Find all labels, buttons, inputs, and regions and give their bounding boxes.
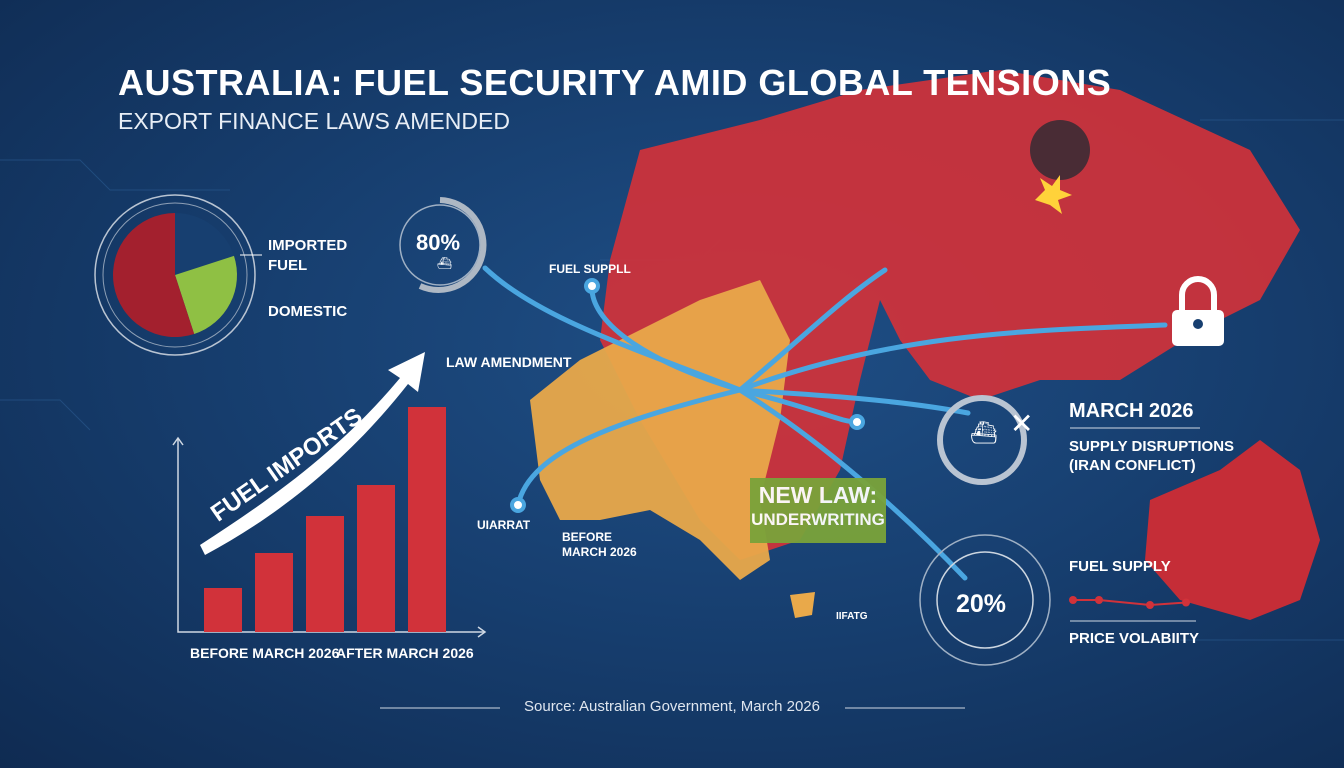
gauge-disruption [937,395,1027,485]
node-left-label: UIARRAT [477,518,531,532]
gauge-80 [399,197,487,293]
map-australia-right [1145,440,1320,620]
source-footer: Source: Australian Government, March 202… [524,698,820,715]
pie-chart [94,194,262,356]
lock-icon [1172,276,1224,346]
ship-lock-icon: ⛴ [970,420,998,445]
gauge-20-value: 20% [956,590,1007,618]
pie-label-domestic: DOMESTIC [268,303,348,320]
disruption-line1: SUPPLY DISRUPTIONS [1069,438,1235,455]
bar-5 [408,407,446,632]
gauge-20 [919,534,1051,666]
close-x-icon: ✕ [1010,408,1033,439]
ship-icon: ⛴ [437,256,453,270]
page-title: AUSTRALIA: FUEL SECURITY AMID GLOBAL TEN… [118,62,1112,103]
march-2026-heading: MARCH 2026 [1069,400,1194,422]
fuel-supply-line [1073,599,1187,607]
fuel-supply-node-label: FUEL SUPPLL [549,262,631,276]
law-amendment-label: LAW AMENDMENT [446,354,572,370]
before-date-label: MARCH 2026 [562,545,637,559]
bar-1 [204,588,242,632]
smoke-cloud [1030,120,1090,180]
line-point-1 [1069,596,1077,604]
disruption-line2: (IRAN CONFLICT) [1069,457,1196,474]
before-label: BEFORE [562,530,613,544]
pie-label-fuel: FUEL [268,257,308,274]
x-label-before: BEFORE MARCH 2026 [190,645,340,661]
line-point-4 [1182,598,1190,607]
new-law-badge: NEW LAW: UNDERWRITING [750,478,886,543]
bar-4 [357,485,395,632]
gauge-80-value: 80% [416,230,461,255]
route-nodes [510,278,865,513]
bar-2 [255,553,293,632]
line-point-3 [1146,601,1154,609]
tasmania-label: IIFATG [836,611,868,622]
explosion-icon [1035,175,1072,214]
pie-label-imported: IMPORTED [268,237,348,254]
map-tasmania [790,592,815,618]
fuel-supply-line-chart [1069,596,1190,609]
x-label-after: AFTER MARCH 2026 [336,645,474,661]
pie-slice-domestic [175,255,237,334]
line-point-2 [1095,596,1103,604]
supply-route-arrows [482,265,1168,581]
panel-dividers [380,427,1200,709]
price-volatility-label: PRICE VOLABIITY [1069,630,1200,647]
pie-slice-other [175,213,234,275]
page-subtitle: EXPORT FINANCE LAWS AMENDED [118,108,510,134]
bar-3 [306,516,344,632]
new-law-title: NEW LAW: [758,482,878,508]
pie-slice-imported-fuel [113,213,195,337]
fuel-supply-label: FUEL SUPPLY [1069,558,1171,575]
new-law-subtitle: UNDERWRITING [751,509,885,529]
growth-arrow [200,352,425,555]
map-australia [530,280,790,580]
